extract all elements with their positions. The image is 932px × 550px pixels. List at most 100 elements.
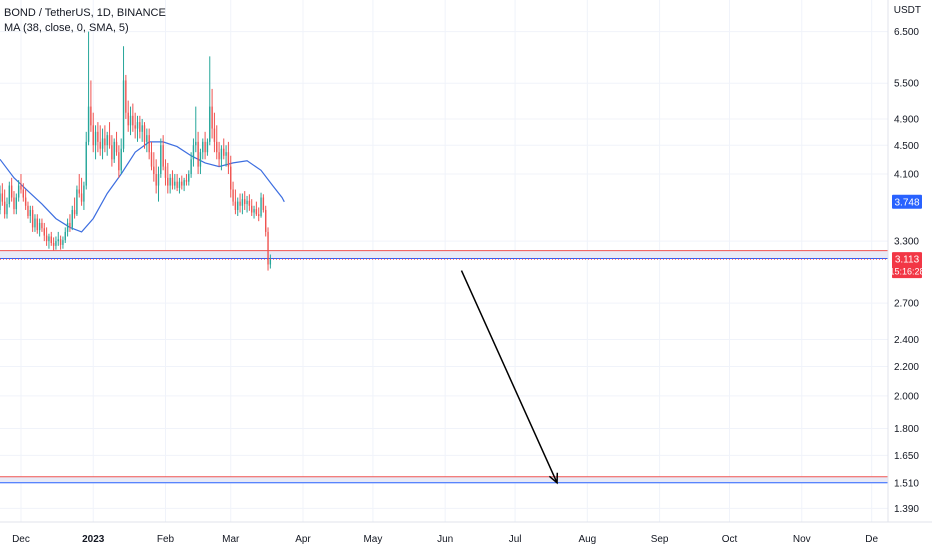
candle-body xyxy=(3,201,6,215)
candle-body xyxy=(132,115,134,126)
symbol-title[interactable]: BOND / TetherUS, 1D, BINANCE xyxy=(4,7,166,19)
candle-body xyxy=(251,205,253,213)
y-tick-label: 2.200 xyxy=(894,362,919,373)
candles xyxy=(0,31,272,271)
candle-body xyxy=(76,189,78,215)
candle-body xyxy=(216,141,218,153)
candle-body xyxy=(36,218,38,231)
candle-body xyxy=(232,189,234,202)
candle-body xyxy=(13,197,15,210)
projection-arrow[interactable] xyxy=(460,270,559,485)
x-tick-label: Jun xyxy=(437,534,453,545)
candle-body xyxy=(195,141,197,146)
candle-body xyxy=(101,138,104,149)
x-tick-label: De xyxy=(865,534,878,545)
last-price-value: 3.113 xyxy=(895,255,920,266)
candle-body xyxy=(43,228,45,236)
ma-price-tag xyxy=(892,194,922,209)
bar-countdown: 15:16:28 xyxy=(889,267,924,277)
candle-body xyxy=(185,180,188,182)
candle-body xyxy=(218,152,220,160)
chart-legend: BOND / TetherUS, 1D, BINANCE MA (38, clo… xyxy=(4,6,166,36)
candle-body xyxy=(118,152,120,171)
candle-body xyxy=(38,222,41,231)
candle-body xyxy=(209,106,211,142)
candle-body xyxy=(120,148,122,171)
x-tick-label: May xyxy=(363,534,382,545)
candle-body xyxy=(267,231,269,265)
candle-body xyxy=(41,222,43,229)
candle-body xyxy=(202,141,204,153)
candle-body xyxy=(17,185,20,198)
candle-body xyxy=(92,125,94,146)
candle-body xyxy=(73,209,76,215)
candle-body xyxy=(244,199,246,205)
candle-body xyxy=(160,145,162,175)
candle-body xyxy=(269,259,272,265)
candle-body xyxy=(90,106,92,126)
candle-body xyxy=(104,138,106,146)
candle-body xyxy=(255,209,258,215)
x-tick-label: Jul xyxy=(509,534,522,545)
candle-body xyxy=(164,166,167,178)
x-tick-label: Mar xyxy=(222,534,240,545)
candle-body xyxy=(94,131,97,146)
candle-body xyxy=(171,177,174,186)
candle-body xyxy=(125,80,127,113)
candle-body xyxy=(115,141,118,153)
candle-body xyxy=(55,241,57,246)
candle-body xyxy=(8,185,11,205)
candle-body xyxy=(141,125,143,132)
candle-body xyxy=(258,214,260,216)
candle-body xyxy=(239,201,241,206)
candle-body xyxy=(246,200,248,205)
candle-body xyxy=(15,197,18,210)
candle-body xyxy=(59,239,62,245)
candle-body xyxy=(50,236,52,244)
candle-body xyxy=(248,200,251,206)
candle-body xyxy=(181,181,183,186)
y-tick-label: 4.100 xyxy=(894,170,919,181)
candle-body xyxy=(265,209,267,232)
ma-line xyxy=(0,141,285,233)
candle-body xyxy=(99,141,101,149)
y-tick-label: 3.300 xyxy=(894,237,919,248)
candle-body xyxy=(106,135,108,146)
ma-indicator-label[interactable]: MA (38, close, 0, SMA, 5) xyxy=(4,22,129,34)
y-tick-label: 1.390 xyxy=(894,504,919,515)
time-axis[interactable]: Dec 2023 Feb Mar Apr May Jun Jul Aug Sep Oct Nov De xyxy=(0,521,932,545)
x-tick-label: Nov xyxy=(793,534,811,545)
y-tick-label: 1.650 xyxy=(894,451,919,462)
candle-body xyxy=(220,148,223,160)
y-tick-label: 1.510 xyxy=(894,478,919,489)
candle-body xyxy=(190,159,192,175)
candle-body xyxy=(57,239,59,242)
x-tick-label: Oct xyxy=(722,534,738,545)
arrow-head[interactable] xyxy=(548,472,559,485)
candle-body xyxy=(178,181,181,188)
candle-body xyxy=(71,209,73,228)
candle-body xyxy=(6,204,8,215)
candle-body xyxy=(155,174,157,186)
candle-body xyxy=(22,189,25,198)
candle-body xyxy=(213,128,216,142)
candle-body xyxy=(234,201,237,210)
x-tick-label: Sep xyxy=(651,534,669,545)
candle-body xyxy=(134,125,136,129)
candle-body xyxy=(162,145,164,167)
arrow-shaft[interactable] xyxy=(460,270,558,484)
candle-body xyxy=(183,180,185,186)
y-tick-label: 2.700 xyxy=(894,299,919,310)
y-tick-label: 2.400 xyxy=(894,335,919,346)
candle-body xyxy=(211,106,213,129)
candle-body xyxy=(1,193,4,202)
y-tick-label: 4.500 xyxy=(894,141,919,152)
candle-body xyxy=(223,148,225,156)
y-tick-label: 2.000 xyxy=(894,391,919,402)
candle-body xyxy=(10,185,13,198)
candle-body xyxy=(197,141,199,167)
candle-body xyxy=(83,185,85,202)
x-tick-label: Dec xyxy=(12,534,30,545)
candle-body xyxy=(64,231,66,241)
